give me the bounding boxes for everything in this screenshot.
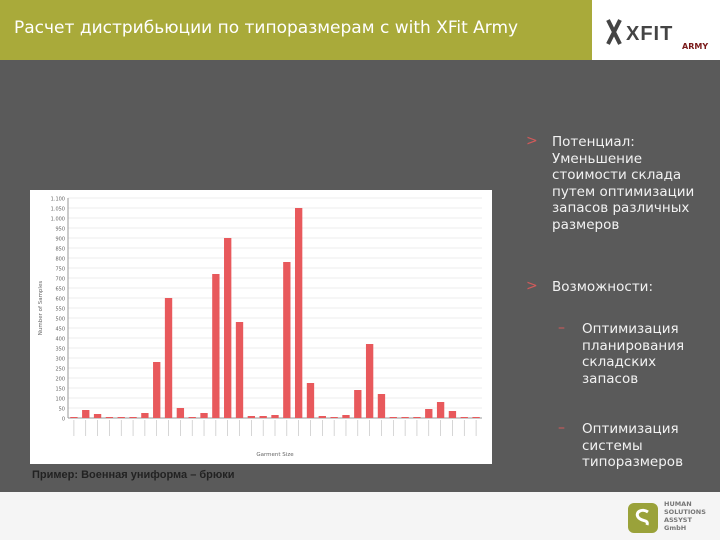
- y-tick-label: 600: [55, 297, 65, 303]
- y-tick-label: 250: [55, 367, 65, 373]
- chart-bar: [354, 390, 362, 418]
- human-solutions-logo-text: HUMAN SOLUTIONS ASSYST GmbH: [664, 500, 706, 532]
- bullet-line: стоимости склада: [552, 167, 682, 183]
- bullet-line: Уменьшение: [552, 150, 643, 167]
- y-tick-label: 950: [55, 227, 65, 233]
- chart-bar: [70, 417, 78, 418]
- chart-panel: 0 50 100 150 200 250 300 350 400 450 500 550 600 650 7…: [30, 190, 492, 464]
- y-tick-label: 700: [55, 277, 65, 283]
- human-solutions-logo-icon: [628, 503, 658, 533]
- chart-bar: [318, 416, 326, 418]
- bar-chart: 0 50 100 150 200 250 300 350 400 450 500 550 600 650 7…: [38, 197, 482, 458]
- chart-bar: [283, 262, 291, 418]
- chart-bar: [271, 415, 279, 418]
- chart-bar: [259, 416, 267, 418]
- sub-bullet-line: системы: [582, 437, 643, 454]
- sub-bullet-line: складских: [582, 354, 657, 370]
- sub-bullet-marker: –: [558, 420, 565, 436]
- bullet-line: Потенциал:: [552, 134, 635, 150]
- chart-bar: [342, 415, 350, 418]
- chart-bar: [105, 417, 114, 418]
- y-tick-label: 350: [55, 347, 65, 353]
- slide-title: Расчет дистрибьюции по типоразмерам с wi…: [14, 18, 519, 38]
- xfit-logo-icon: XFIT: [606, 19, 673, 45]
- chart-bar: [82, 410, 90, 418]
- y-tick-label: 100: [55, 397, 65, 403]
- sub-bullet-line: запасов: [582, 370, 639, 387]
- y-tick-label: 1.000: [51, 217, 65, 223]
- y-tick-label: 450: [55, 327, 65, 333]
- y-tick-label: 850: [55, 247, 65, 253]
- chart-bar: [164, 298, 173, 418]
- y-tick-label: 150: [55, 387, 65, 393]
- y-tick-label: 400: [55, 337, 65, 343]
- chart-bar: [413, 417, 421, 418]
- chart-bar: [188, 417, 196, 418]
- chart-bar: [448, 411, 457, 418]
- chart-caption: Пример: Военная униформа – брюки: [32, 469, 235, 481]
- bullet-marker: >: [526, 278, 538, 294]
- bullet-line: размеров: [552, 216, 620, 233]
- footer-logo-line: SOLUTIONS: [664, 508, 706, 516]
- chart-bar: [129, 417, 137, 418]
- footer-logo-line: GmbH: [664, 524, 687, 532]
- chart-bar: [365, 344, 374, 418]
- chart-bar: [330, 417, 338, 418]
- y-tick-label: 200: [55, 377, 65, 383]
- y-tick-label: 1.050: [51, 207, 65, 213]
- chart-bar: [224, 238, 232, 418]
- footer-logo-line: ASSYST: [664, 516, 692, 524]
- bullet-line: путем оптимизации: [552, 183, 695, 200]
- sub-bullet-text: Оптимизация планирования складских запасов: [582, 321, 684, 387]
- chart-bar: [153, 362, 161, 418]
- chart-bar: [472, 417, 480, 418]
- swirl-icon: [635, 508, 649, 526]
- chart-bar: [306, 383, 315, 418]
- chart-bar: [200, 413, 208, 418]
- sub-bullet-line: Оптимизация: [582, 421, 679, 437]
- chart-bar: [93, 414, 102, 418]
- chart-bar: [247, 416, 256, 418]
- bullet-text: Возможности:: [552, 279, 653, 296]
- bullet-text: Потенциал: Уменьшение стоимости склада путе…: [552, 134, 694, 233]
- y-tick-label: 500: [55, 317, 65, 323]
- bullet-marker: >: [526, 133, 538, 149]
- x-axis-label: Garment Size: [256, 452, 294, 458]
- logo-text: XFIT: [626, 23, 673, 45]
- y-tick-label: 750: [55, 267, 65, 273]
- chart-bar: [212, 274, 220, 418]
- y-tick-label: 300: [55, 357, 65, 363]
- sub-bullet-marker: –: [558, 320, 565, 336]
- y-tick-label: 550: [55, 307, 65, 313]
- sub-bullet-line: планирования: [582, 337, 685, 354]
- y-tick-label: 1.100: [51, 197, 65, 203]
- y-tick-label: 900: [55, 237, 65, 243]
- bullet-line: Возможности:: [552, 279, 653, 295]
- footer-logo-line: HUMAN: [664, 500, 692, 508]
- bullet-line: запасов различных: [552, 200, 690, 216]
- chart-bar: [401, 417, 409, 418]
- y-tick-label: 650: [55, 287, 65, 293]
- chart-bar: [389, 417, 397, 418]
- chart-bar: [425, 409, 433, 418]
- chart-bar: [436, 402, 445, 418]
- sub-bullet-line: Оптимизация: [582, 321, 679, 337]
- footer-bar: [0, 492, 720, 540]
- logo-sub: ARMY: [682, 42, 709, 51]
- chart-bar: [294, 208, 303, 418]
- y-tick-label: 0: [62, 417, 65, 423]
- y-axis-label: Number of Samples: [38, 281, 44, 336]
- chart-bar: [377, 394, 386, 418]
- sub-bullet-text: Оптимизация системы типоразмеров: [582, 421, 683, 471]
- chart-bar: [141, 413, 149, 418]
- y-tick-label: 800: [55, 257, 65, 263]
- chart-bar: [460, 417, 468, 418]
- sub-bullet-line: типоразмеров: [582, 454, 684, 470]
- chart-bar: [235, 322, 244, 418]
- chart-bar: [176, 408, 185, 418]
- y-tick-label: 50: [59, 407, 65, 413]
- chart-bar: [117, 417, 125, 418]
